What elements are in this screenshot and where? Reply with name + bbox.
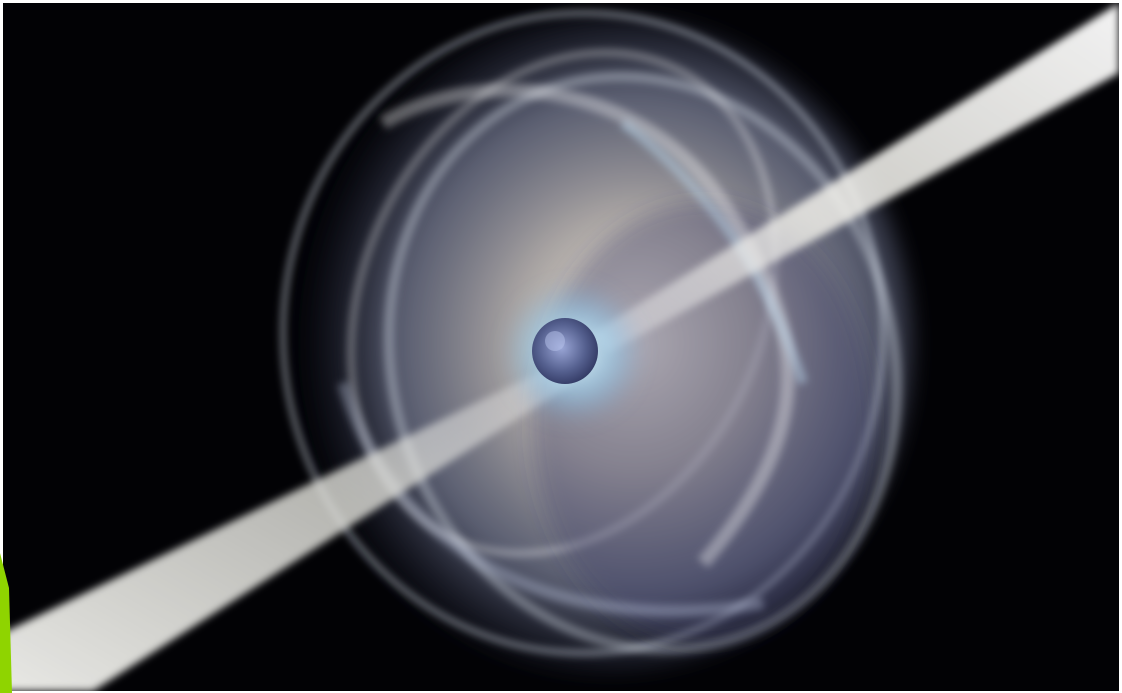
green-accent-bar [0, 553, 12, 693]
magnetar-illustration [3, 3, 1119, 691]
lower-jet [3, 363, 573, 691]
star-highlight [545, 331, 565, 351]
neutron-star [532, 318, 598, 384]
upper-jet [593, 3, 1119, 353]
